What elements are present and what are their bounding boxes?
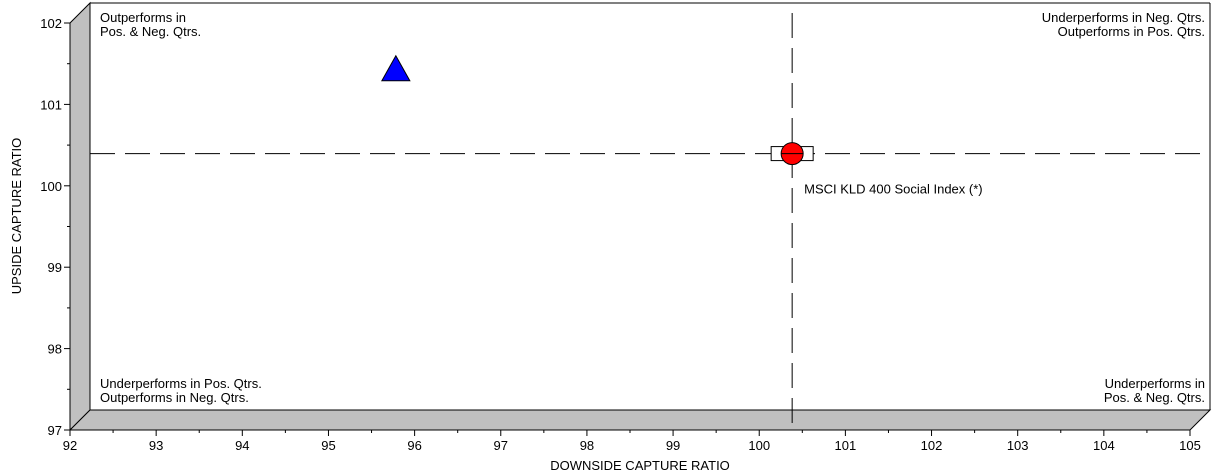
quadrant-label-bottom-left: Outperforms in Neg. Qtrs. bbox=[100, 390, 249, 405]
y-tick-label: 101 bbox=[40, 97, 62, 112]
x-tick-label: 96 bbox=[407, 438, 421, 453]
reference-lines bbox=[90, 13, 1210, 430]
quadrant-label-top-right: Outperforms in Pos. Qtrs. bbox=[1058, 24, 1205, 39]
x-tick-label: 92 bbox=[63, 438, 77, 453]
y-tick-label: 100 bbox=[40, 179, 62, 194]
x-tick-label: 97 bbox=[494, 438, 508, 453]
x-tick-label: 100 bbox=[748, 438, 770, 453]
x-tick-label: 101 bbox=[835, 438, 857, 453]
x-tick-label: 95 bbox=[321, 438, 335, 453]
x-tick-label: 99 bbox=[666, 438, 680, 453]
x-tick-label: 98 bbox=[580, 438, 594, 453]
y-tick-label: 98 bbox=[48, 342, 62, 357]
triangle-marker bbox=[380, 54, 411, 82]
quadrant-label-top-right: Underperforms in Neg. Qtrs. bbox=[1042, 10, 1205, 25]
x-tick-label: 94 bbox=[235, 438, 249, 453]
y-axis: 97 98 99 100 101 102 bbox=[40, 16, 70, 438]
data-points: MSCI KLD 400 Social Index (*) bbox=[380, 54, 983, 197]
x-axis: 92 93 94 95 96 97 98 99 100 101 102 103 104 105 bbox=[63, 430, 1201, 453]
x-tick-label: 102 bbox=[921, 438, 943, 453]
x-tick-label: 93 bbox=[149, 438, 163, 453]
point-label: MSCI KLD 400 Social Index (*) bbox=[804, 182, 982, 197]
y-tick-label: 102 bbox=[40, 16, 62, 31]
left-wall bbox=[69, 1, 91, 432]
quadrant-label-bottom-right: Underperforms in bbox=[1105, 376, 1205, 391]
x-tick-label: 103 bbox=[1007, 438, 1029, 453]
y-axis-title: UPSIDE CAPTURE RATIO bbox=[9, 138, 24, 295]
quadrant-label-bottom-left: Underperforms in Pos. Qtrs. bbox=[100, 376, 262, 391]
x-tick-label: 104 bbox=[1093, 438, 1115, 453]
floor bbox=[68, 409, 1212, 431]
x-axis-title: DOWNSIDE CAPTURE RATIO bbox=[550, 458, 730, 473]
y-tick-label: 99 bbox=[48, 260, 62, 275]
quadrant-label-top-left: Pos. & Neg. Qtrs. bbox=[100, 24, 201, 39]
quadrant-label-bottom-right: Pos. & Neg. Qtrs. bbox=[1104, 390, 1205, 405]
plot-frame bbox=[68, 1, 1212, 432]
y-tick-label: 97 bbox=[48, 423, 62, 438]
quadrant-label-top-left: Outperforms in bbox=[100, 10, 186, 25]
x-tick-label: 105 bbox=[1179, 438, 1201, 453]
